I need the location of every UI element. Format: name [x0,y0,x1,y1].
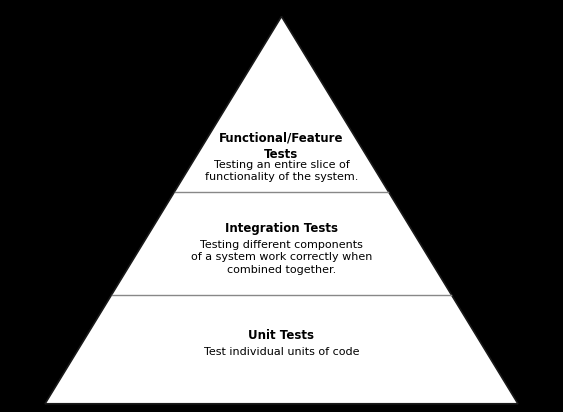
Text: Testing an entire slice of
functionality of the system.: Testing an entire slice of functionality… [205,160,358,182]
Polygon shape [45,16,518,404]
Text: Testing different components
of a system work correctly when
combined together.: Testing different components of a system… [191,240,372,275]
Text: Test individual units of code: Test individual units of code [204,347,359,357]
Text: Integration Tests: Integration Tests [225,222,338,235]
Text: Functional/Feature
Tests: Functional/Feature Tests [219,132,344,161]
Text: Unit Tests: Unit Tests [248,329,315,342]
